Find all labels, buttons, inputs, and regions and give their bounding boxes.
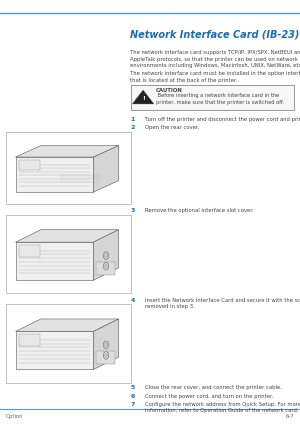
Circle shape <box>105 354 107 357</box>
Text: Close the rear cover, and connect the printer cable.: Close the rear cover, and connect the pr… <box>145 385 282 391</box>
Text: !: ! <box>142 96 145 100</box>
FancyBboxPatch shape <box>19 334 40 346</box>
Polygon shape <box>58 173 101 183</box>
Text: The network interface card must be installed in the option interface slot
that i: The network interface card must be insta… <box>130 71 300 83</box>
Text: Remove the optional interface slot cover.: Remove the optional interface slot cover… <box>145 208 254 213</box>
Text: 2: 2 <box>130 125 135 130</box>
Text: Insert the Network Interface Card and secure it with the screws
removed in step : Insert the Network Interface Card and se… <box>145 298 300 309</box>
FancyBboxPatch shape <box>130 85 294 110</box>
Text: Turn off the printer and disconnect the power cord and printer cable.: Turn off the printer and disconnect the … <box>145 117 300 122</box>
Text: 4: 4 <box>130 298 135 303</box>
FancyBboxPatch shape <box>19 160 40 170</box>
Text: 5: 5 <box>130 385 135 391</box>
Polygon shape <box>133 90 154 104</box>
FancyBboxPatch shape <box>6 215 130 293</box>
FancyBboxPatch shape <box>96 351 115 365</box>
Text: Configure the network address from Quick Setup. For more
information, refer to O: Configure the network address from Quick… <box>145 402 300 414</box>
Text: The network interface card supports TCP/IP, IPX/SPX, NetBEUI and
AppleTalk proto: The network interface card supports TCP/… <box>130 50 300 68</box>
Text: Connect the power cord, and turn on the printer.: Connect the power cord, and turn on the … <box>145 394 273 399</box>
Circle shape <box>105 264 107 268</box>
Circle shape <box>105 254 107 258</box>
Text: Before inserting a network interface card in the
printer, make sure that the pri: Before inserting a network interface car… <box>156 94 284 105</box>
Polygon shape <box>16 319 118 332</box>
FancyBboxPatch shape <box>6 132 130 204</box>
Text: Network Interface Card (IB-23): Network Interface Card (IB-23) <box>130 30 300 40</box>
Circle shape <box>105 343 107 347</box>
Text: CAUTION: CAUTION <box>156 88 183 94</box>
Polygon shape <box>93 146 118 192</box>
Text: 6-7: 6-7 <box>285 414 294 419</box>
Text: Option: Option <box>6 414 23 419</box>
Polygon shape <box>93 319 118 369</box>
FancyBboxPatch shape <box>96 262 115 275</box>
Text: 6: 6 <box>130 394 135 399</box>
Polygon shape <box>16 230 118 242</box>
Text: Open the rear cover.: Open the rear cover. <box>145 125 199 130</box>
Polygon shape <box>93 230 118 280</box>
Polygon shape <box>16 157 93 192</box>
Text: 1: 1 <box>130 117 135 122</box>
FancyBboxPatch shape <box>6 304 130 382</box>
FancyBboxPatch shape <box>19 245 40 257</box>
Polygon shape <box>16 242 93 280</box>
Polygon shape <box>16 146 118 157</box>
Polygon shape <box>16 332 93 369</box>
Text: 3: 3 <box>130 208 135 213</box>
Text: 7: 7 <box>130 402 135 407</box>
